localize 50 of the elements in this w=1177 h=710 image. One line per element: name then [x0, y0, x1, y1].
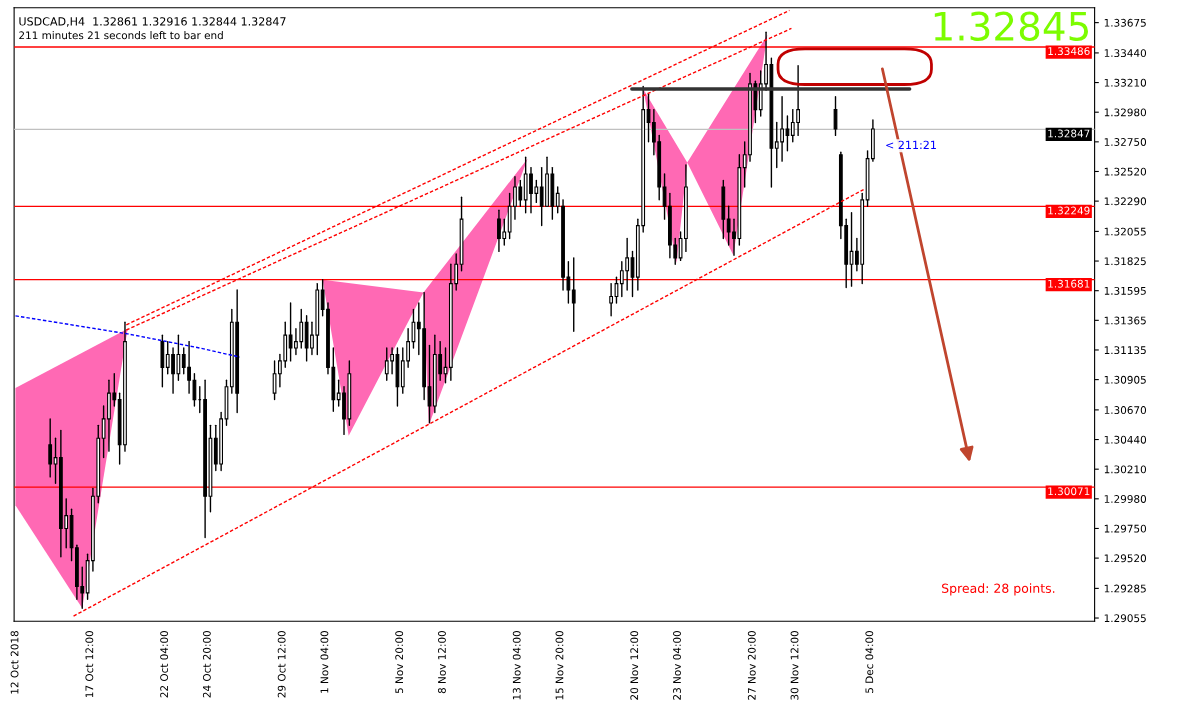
- x-tick-label: 8 Nov 12:00: [437, 630, 446, 694]
- x-tick-label: 17 Oct 12:00: [85, 630, 94, 698]
- x-tick-label: 20 Nov 12:00: [630, 630, 639, 700]
- annotation: USDCAD,H4 1.32861 1.32916 1.32844 1.32847: [19, 17, 286, 27]
- x-tick-label: 24 Oct 20:00: [202, 630, 211, 698]
- candlestick: [609, 282, 614, 317]
- annotation: Spread: 28 points.: [942, 583, 1055, 596]
- y-tick-label: 1.30210: [1104, 465, 1147, 474]
- y-tick-label: 1.30905: [1104, 375, 1146, 384]
- y-tick-label: 1.31825: [1104, 257, 1146, 266]
- annotation: < 211:21: [886, 140, 936, 149]
- y-tick-label: 1.33675: [1104, 18, 1146, 27]
- y-tick-label: 1.29520: [1104, 554, 1147, 563]
- x-tick-label: 5 Dec 04:00: [865, 630, 874, 693]
- y-tick-label: 1.33210: [1104, 78, 1147, 87]
- y-tick-label: 1.33440: [1104, 49, 1147, 58]
- ref-line-label: 1.30071: [1048, 487, 1090, 496]
- line-series: [14, 315, 241, 358]
- x-tick-label: 15 Nov 20:00: [555, 630, 564, 700]
- candlestick: [571, 257, 576, 332]
- y-tick-label: 1.30670: [1104, 406, 1147, 414]
- annotation: 1.32845: [934, 11, 1088, 41]
- x-tick-label: 27 Nov 20:00: [747, 630, 756, 700]
- ref-line-label: 1.32847: [1048, 129, 1090, 138]
- ref-line-label: 1.32249: [1048, 206, 1090, 215]
- y-tick-label: 1.32980: [1104, 108, 1147, 117]
- x-tick-label: 30 Nov 12:00: [790, 630, 799, 700]
- ref-line-label: 1.33486: [1048, 47, 1090, 56]
- y-tick-label: 1.29055: [1104, 614, 1146, 623]
- y-tick-label: 1.32750: [1104, 138, 1147, 146]
- y-tick-label: 1.31595: [1104, 286, 1146, 295]
- x-tick-label: 29 Oct 12:00: [277, 630, 286, 698]
- y-tick-label: 1.29285: [1104, 584, 1146, 593]
- x-tick-label: 12 Oct 2018: [10, 630, 19, 694]
- x-tick-label: 1 Nov 04:00: [320, 630, 329, 693]
- y-tick-label: 1.29980: [1104, 495, 1147, 503]
- y-tick-label: 1.31135: [1104, 346, 1146, 355]
- y-tick-label: 1.30440: [1104, 435, 1147, 444]
- x-tick-label: 13 Nov 04:00: [512, 630, 521, 700]
- y-tick-label: 1.32055: [1104, 227, 1146, 236]
- y-tick-label: 1.32290: [1104, 197, 1147, 206]
- annotation: 211 minutes 21 seconds left to bar end: [19, 31, 223, 40]
- y-tick-label: 1.32520: [1104, 167, 1147, 176]
- ref-line-label: 1.31681: [1048, 279, 1090, 288]
- x-tick-label: 23 Nov 04:00: [673, 630, 681, 700]
- x-tick-label: 22 Oct 04:00: [160, 630, 169, 698]
- x-tick-label: 5 Nov 20:00: [395, 630, 404, 694]
- candlestick: [48, 418, 53, 478]
- y-tick-label: 1.29750: [1104, 524, 1147, 533]
- y-tick-label: 1.31365: [1104, 316, 1146, 325]
